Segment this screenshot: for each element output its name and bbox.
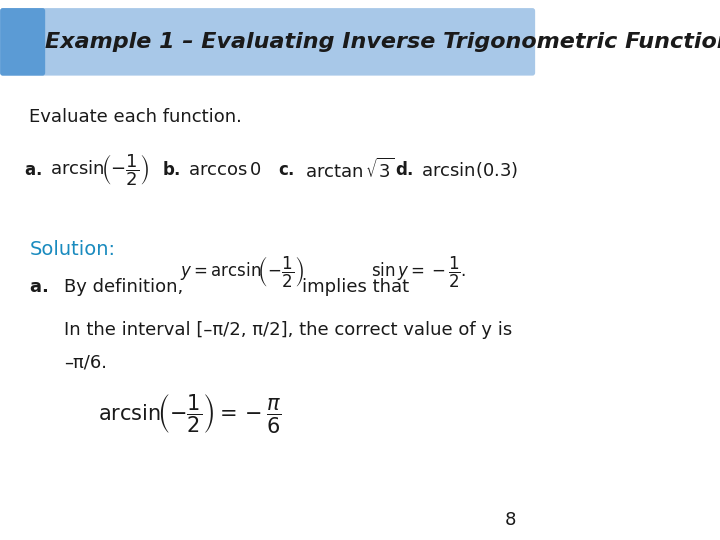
Text: By definition,: By definition,: [63, 278, 183, 296]
Text: $\mathbf{d.}$: $\mathbf{d.}$: [395, 161, 413, 179]
Text: $\mathbf{c.}$: $\mathbf{c.}$: [278, 161, 294, 179]
Text: $\mathbf{a.}$: $\mathbf{a.}$: [24, 161, 42, 179]
Text: $\mathrm{arcsin}(0.3)$: $\mathrm{arcsin}(0.3)$: [421, 160, 518, 180]
Text: $\sin y = -\dfrac{1}{2}.$: $\sin y = -\dfrac{1}{2}.$: [371, 255, 467, 291]
FancyBboxPatch shape: [0, 8, 535, 76]
Text: $y = \mathrm{arcsin}\!\left(-\dfrac{1}{2}\right)$: $y = \mathrm{arcsin}\!\left(-\dfrac{1}{2…: [180, 255, 304, 291]
Text: $\mathrm{arcsin}\!\left(-\dfrac{1}{2}\right) = -\dfrac{\pi}{6}$: $\mathrm{arcsin}\!\left(-\dfrac{1}{2}\ri…: [98, 392, 282, 435]
Text: Evaluate each function.: Evaluate each function.: [30, 108, 242, 126]
Text: $\mathrm{arccos}\,0$: $\mathrm{arccos}\,0$: [188, 161, 262, 179]
Text: $\mathrm{arctan}\,\sqrt{3}$: $\mathrm{arctan}\,\sqrt{3}$: [305, 158, 394, 182]
Text: Solution:: Solution:: [30, 240, 115, 259]
Text: $\mathrm{arcsin}\!\left(-\dfrac{1}{2}\right)$: $\mathrm{arcsin}\!\left(-\dfrac{1}{2}\ri…: [50, 152, 150, 188]
FancyBboxPatch shape: [0, 8, 45, 76]
Text: implies that: implies that: [302, 278, 409, 296]
Text: –π/6.: –π/6.: [63, 354, 107, 372]
Text: $\mathbf{b.}$: $\mathbf{b.}$: [162, 161, 180, 179]
Text: $\mathbf{a.}$: $\mathbf{a.}$: [30, 278, 48, 296]
Text: Example 1 – Evaluating Inverse Trigonometric Functions: Example 1 – Evaluating Inverse Trigonome…: [45, 32, 720, 52]
Text: In the interval [–π/2, π/2], the correct value of y is: In the interval [–π/2, π/2], the correct…: [63, 321, 512, 339]
Text: 8: 8: [505, 511, 516, 529]
